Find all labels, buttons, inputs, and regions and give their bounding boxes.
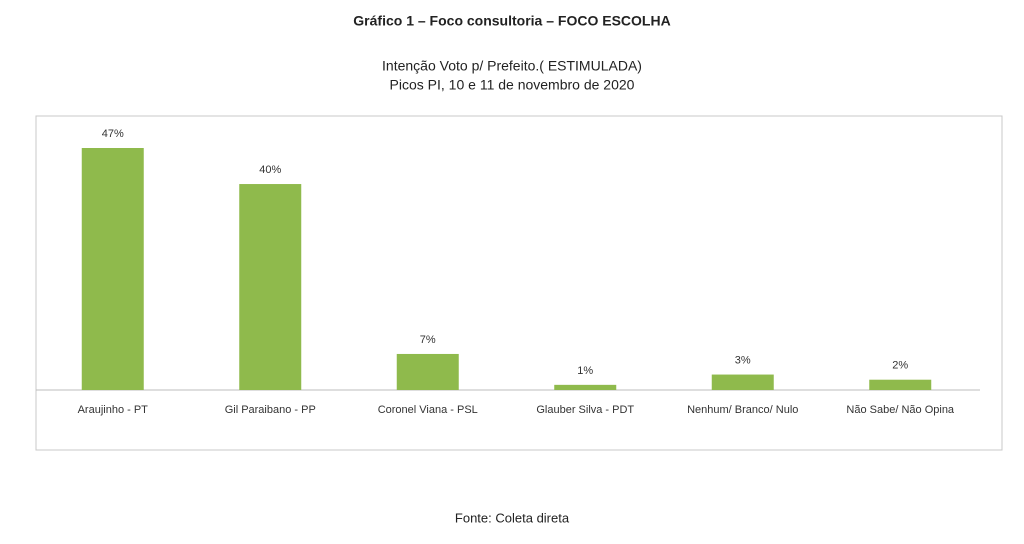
bar <box>554 384 617 390</box>
value-label: 7% <box>420 334 436 346</box>
x-tick-label: Nenhum/ Branco/ Nulo <box>687 404 798 416</box>
x-tick-label: Glauber Silva - PDT <box>536 404 634 416</box>
x-tick-label: Coronel Viana - PSL <box>378 404 478 416</box>
value-label: 40% <box>259 164 281 176</box>
bar <box>81 148 144 390</box>
source: Fonte: Coleta direta <box>455 510 570 525</box>
x-tick-label: Gil Paraibano - PP <box>225 404 316 416</box>
value-label: 47% <box>102 128 124 140</box>
chart-subtitle: Picos PI, 10 e 11 de novembro de 2020 <box>390 77 635 93</box>
plot-frame <box>35 115 1003 451</box>
value-label: 2% <box>892 360 908 372</box>
bar <box>239 184 302 390</box>
x-tick-label: Araujinho - PT <box>78 404 149 416</box>
chart-title: Gráfico 1 – Foco consultoria – FOCO ESCO… <box>353 13 670 29</box>
bar <box>869 379 932 390</box>
bar <box>711 374 774 390</box>
bar <box>396 353 459 390</box>
value-label: 3% <box>735 354 751 366</box>
chart-subtitle: Intenção Voto p/ Prefeito.( ESTIMULADA) <box>382 58 642 74</box>
value-label: 1% <box>577 365 593 377</box>
x-tick-label: Não Sabe/ Não Opina <box>846 404 955 416</box>
